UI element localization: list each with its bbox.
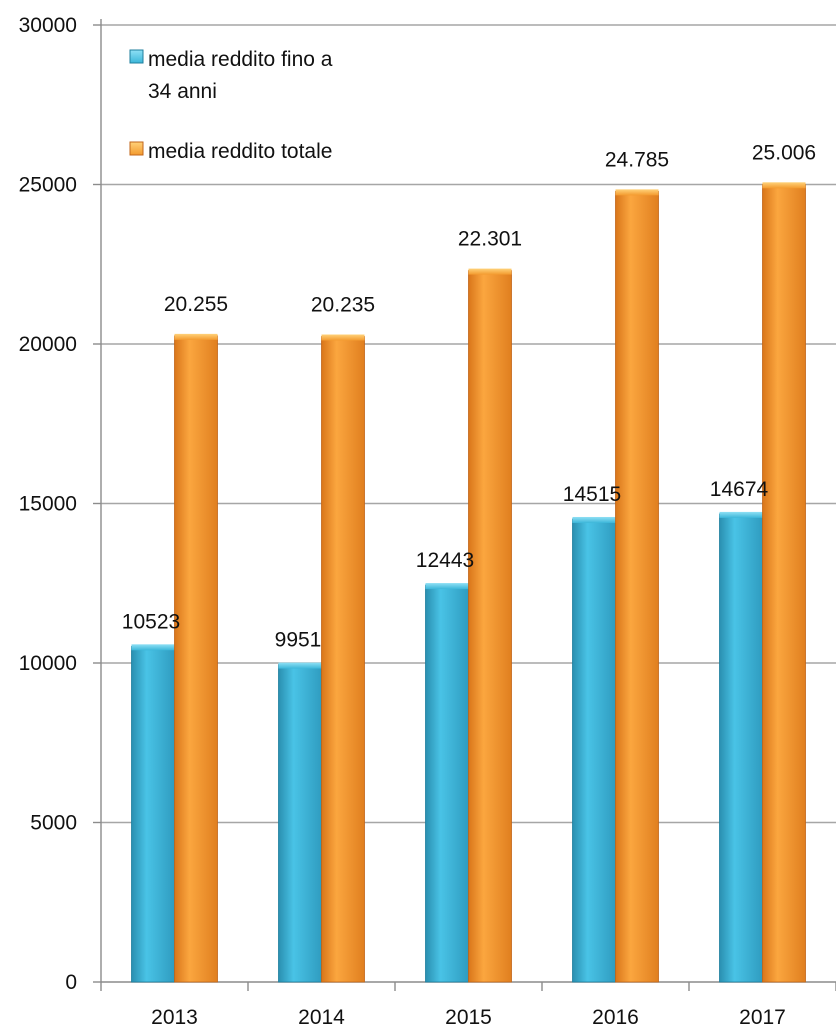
bar-cap bbox=[719, 511, 763, 518]
bar-under34-2015 bbox=[425, 584, 469, 983]
bar-under34-2014 bbox=[278, 664, 322, 983]
y-tick-label: 5000 bbox=[30, 812, 77, 835]
x-tick-label: 2016 bbox=[592, 1006, 639, 1029]
bar-total-2016 bbox=[615, 190, 659, 983]
bar-under34-2016 bbox=[572, 518, 616, 983]
bar-total-2014 bbox=[321, 336, 365, 983]
label-layer: 2013 2014 2015 2016 2017 10523 20.255 9951 20.23… bbox=[122, 141, 816, 1029]
legend: media reddito fino a 34 anni media reddito… bbox=[129, 48, 333, 163]
data-label: 20.255 bbox=[164, 293, 228, 316]
y-tick-label: 0 bbox=[65, 971, 77, 994]
bar-cap bbox=[321, 334, 365, 341]
y-tick-label: 20000 bbox=[19, 333, 77, 356]
bar-total-2013 bbox=[174, 335, 218, 983]
data-label: 14515 bbox=[563, 483, 621, 506]
data-label: 20.235 bbox=[311, 294, 375, 317]
data-label: 9951 bbox=[275, 629, 322, 652]
legend-swatch bbox=[129, 141, 144, 156]
bar-under34-2017 bbox=[719, 513, 763, 983]
data-label: 24.785 bbox=[605, 148, 669, 171]
bar-cap bbox=[572, 516, 616, 523]
bar-cap bbox=[278, 662, 322, 669]
bar-layer bbox=[131, 182, 806, 983]
y-tick-label: 10000 bbox=[19, 652, 77, 675]
data-label: 25.006 bbox=[752, 141, 816, 164]
bar-under34-2013 bbox=[131, 645, 175, 983]
x-tick-label: 2013 bbox=[151, 1006, 198, 1029]
bar-total-2015 bbox=[468, 270, 512, 983]
bar-cap bbox=[131, 644, 175, 651]
y-tick-label: 25000 bbox=[19, 174, 77, 197]
y-tick-label: 15000 bbox=[19, 493, 77, 516]
x-tick-label: 2017 bbox=[739, 1006, 786, 1029]
bar-cap bbox=[615, 189, 659, 196]
data-label: 14674 bbox=[710, 478, 769, 501]
bar-cap bbox=[468, 268, 512, 275]
legend-swatch bbox=[129, 49, 144, 64]
bar-cap bbox=[174, 333, 218, 340]
y-tick-label: 30000 bbox=[19, 14, 77, 37]
x-tick-label: 2014 bbox=[298, 1006, 345, 1029]
x-tick-label: 2015 bbox=[445, 1006, 492, 1029]
bar-total-2017 bbox=[762, 183, 806, 983]
bar-cap bbox=[762, 182, 806, 189]
data-label: 12443 bbox=[416, 549, 474, 572]
data-label: 22.301 bbox=[458, 228, 522, 251]
legend-label: media reddito totale bbox=[148, 140, 332, 163]
data-label: 10523 bbox=[122, 610, 180, 633]
bar-cap bbox=[425, 583, 469, 590]
legend-label: media reddito fino a bbox=[148, 48, 333, 71]
legend-label: 34 anni bbox=[148, 80, 217, 103]
